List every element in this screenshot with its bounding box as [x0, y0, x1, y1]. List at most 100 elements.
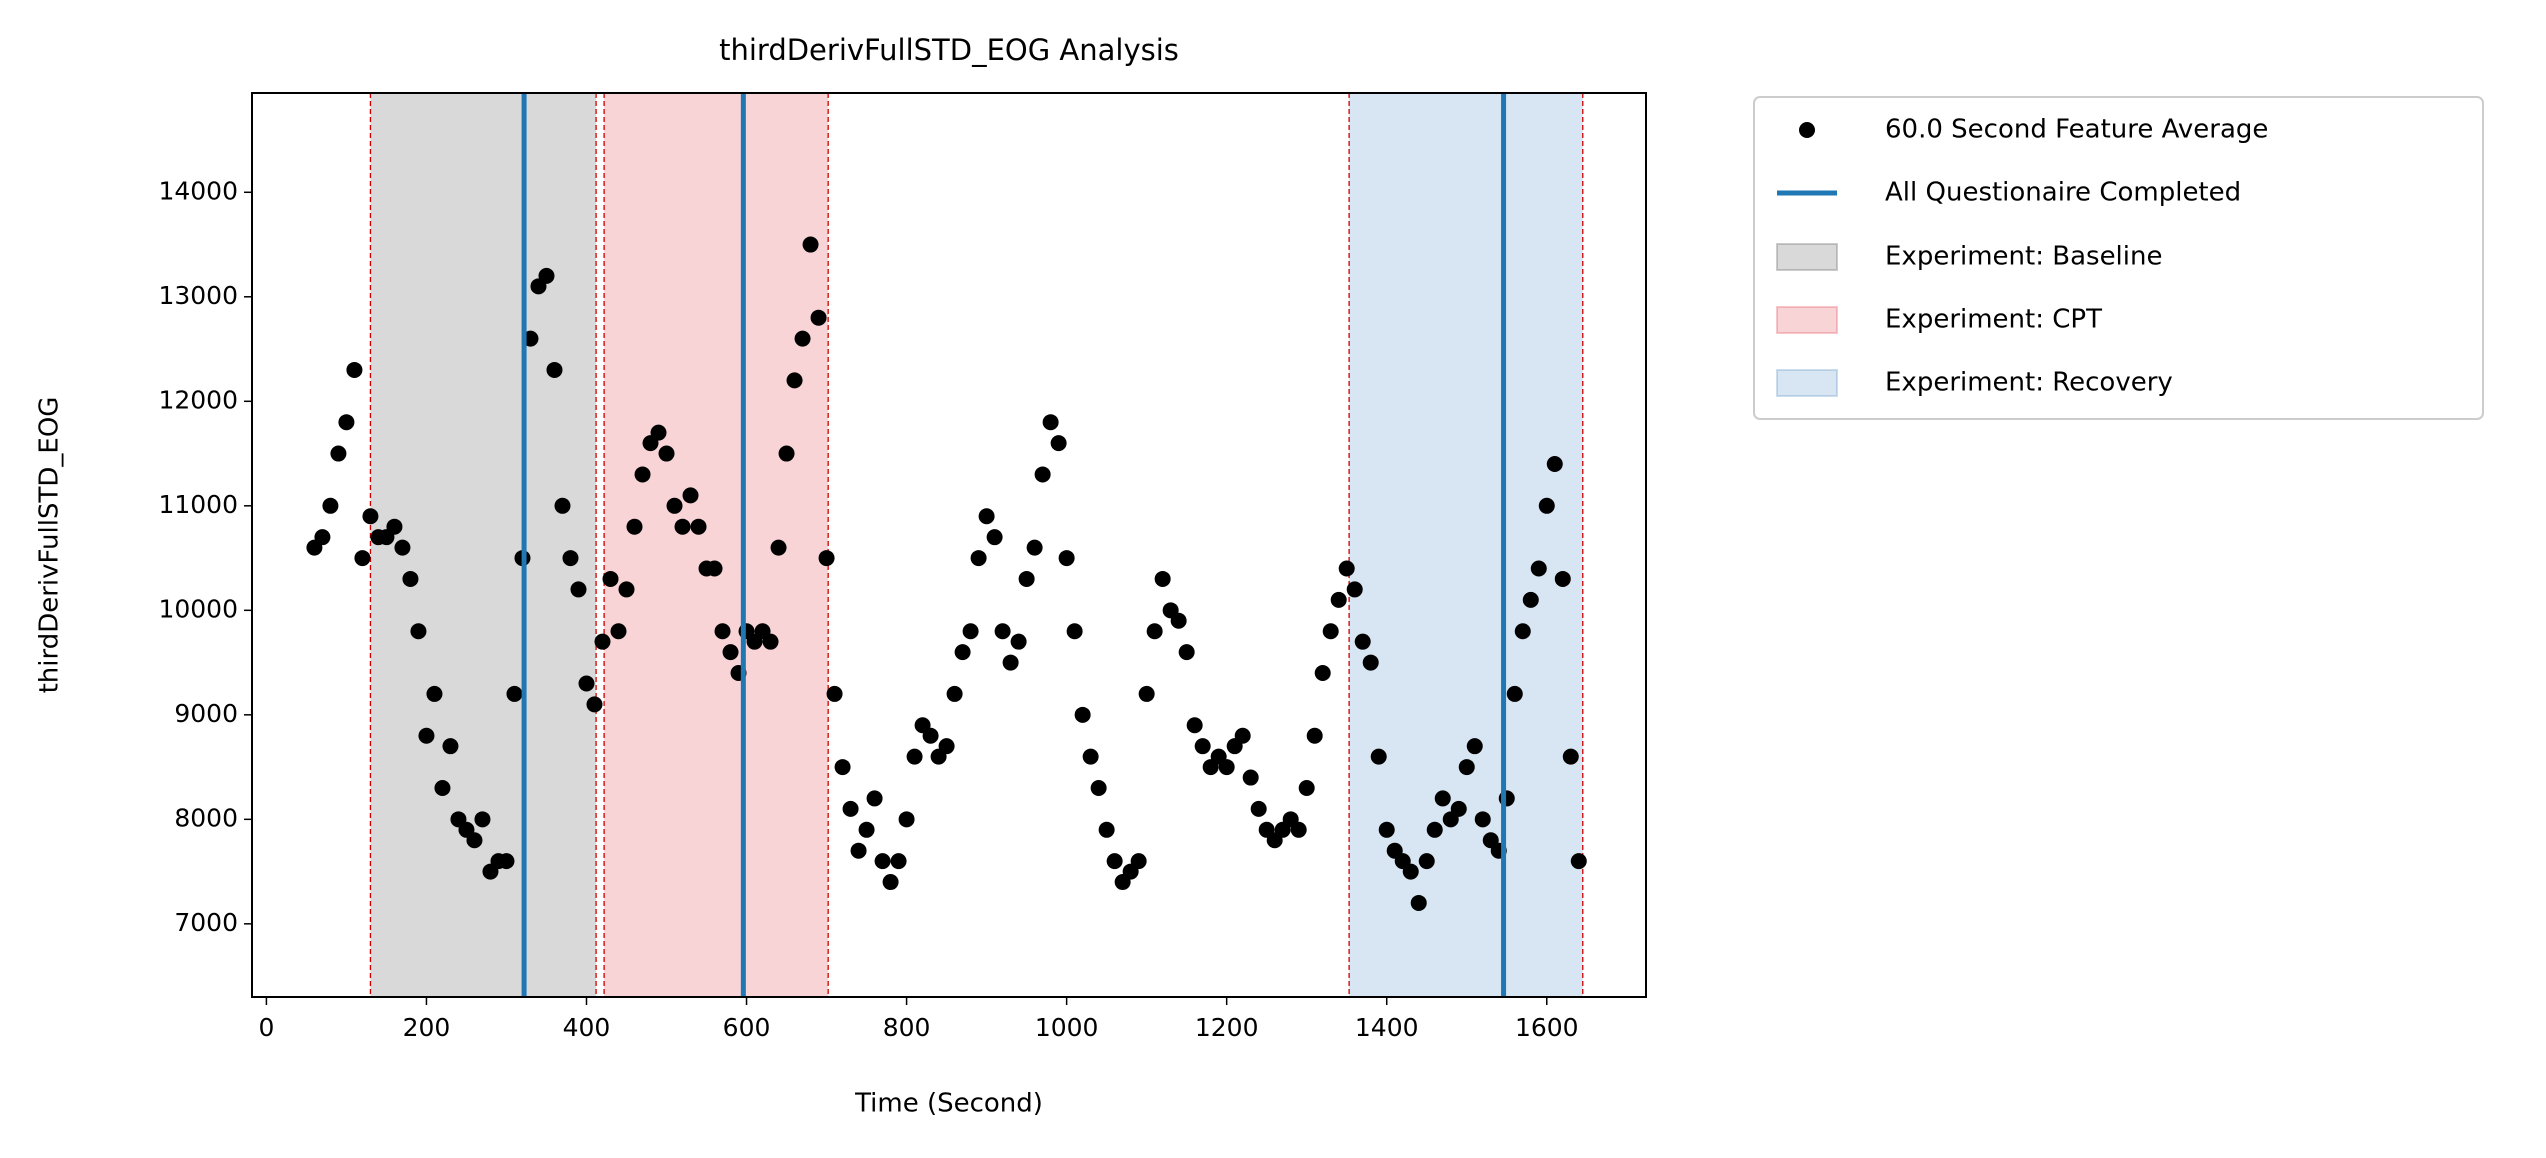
data-point [1546, 456, 1563, 473]
data-point [626, 518, 643, 535]
data-point [498, 853, 515, 870]
legend-label: 60.0 Second Feature Average [1885, 115, 2268, 145]
data-point [1090, 779, 1107, 796]
data-point [1242, 769, 1259, 786]
data-point [1098, 821, 1115, 838]
data-point [1066, 623, 1083, 640]
data-point [794, 330, 811, 347]
data-point [874, 853, 891, 870]
data-point [1554, 570, 1571, 587]
data-point [1050, 435, 1067, 452]
data-point [866, 790, 883, 807]
legend-label: All Questionaire Completed [1885, 178, 2241, 208]
legend-marker [1799, 122, 1815, 138]
data-point [762, 633, 779, 650]
x-tick-label: 400 [563, 1013, 611, 1042]
data-point [618, 581, 635, 598]
data-point [602, 570, 619, 587]
legend-swatch [1776, 306, 1838, 334]
data-point [546, 361, 563, 378]
y-tick-label: 9000 [174, 699, 238, 728]
data-point [1314, 665, 1331, 682]
data-point [970, 550, 987, 567]
data-point [1530, 560, 1547, 577]
y-tick-label: 12000 [158, 385, 238, 414]
data-point [962, 623, 979, 640]
data-point [586, 696, 603, 713]
data-point [1298, 779, 1315, 796]
data-point [1042, 414, 1059, 431]
data-point [346, 361, 363, 378]
legend-swatch [1776, 243, 1838, 271]
data-point [1570, 853, 1587, 870]
legend-box [1753, 96, 2484, 420]
data-point [506, 685, 523, 702]
data-point [666, 497, 683, 514]
data-point [434, 779, 451, 796]
x-tick-label: 0 [258, 1013, 274, 1042]
data-point [1306, 727, 1323, 744]
data-point [538, 267, 555, 284]
data-point [1514, 623, 1531, 640]
data-point [882, 874, 899, 891]
data-point [1250, 800, 1267, 817]
data-point [1434, 790, 1451, 807]
data-point [786, 372, 803, 389]
data-point [474, 811, 491, 828]
legend-swatch [1776, 369, 1838, 397]
data-point [362, 508, 379, 525]
data-point [1346, 581, 1363, 598]
data-point [946, 685, 963, 702]
data-point [594, 633, 611, 650]
data-point [314, 529, 331, 546]
data-point [1082, 748, 1099, 765]
data-point [1170, 612, 1187, 629]
data-point [418, 727, 435, 744]
data-point [1290, 821, 1307, 838]
data-point [802, 236, 819, 253]
x-tick-label: 1400 [1355, 1013, 1419, 1042]
legend-label: Experiment: Recovery [1885, 368, 2173, 398]
data-point [898, 811, 915, 828]
data-point [1322, 623, 1339, 640]
data-point [850, 842, 867, 859]
y-tick-label: 13000 [158, 281, 238, 310]
data-point [986, 529, 1003, 546]
data-point [906, 748, 923, 765]
data-point [338, 414, 355, 431]
data-point [1418, 853, 1435, 870]
data-point [674, 518, 691, 535]
x-tick-label: 1000 [1035, 1013, 1099, 1042]
data-point [1506, 685, 1523, 702]
data-point [1106, 853, 1123, 870]
data-point [1186, 717, 1203, 734]
data-point [386, 518, 403, 535]
data-point [1010, 633, 1027, 650]
data-point [954, 644, 971, 661]
data-point [994, 623, 1011, 640]
data-point [922, 727, 939, 744]
legend-label: Experiment: Baseline [1885, 242, 2162, 272]
data-point [466, 832, 483, 849]
data-point [682, 487, 699, 504]
data-point [890, 853, 907, 870]
data-point [650, 424, 667, 441]
data-point [426, 685, 443, 702]
data-point [1002, 654, 1019, 671]
data-point [1034, 466, 1051, 483]
data-point [1426, 821, 1443, 838]
data-point [570, 581, 587, 598]
data-point [1338, 560, 1355, 577]
span [1349, 93, 1583, 997]
data-point [778, 445, 795, 462]
data-point [1146, 623, 1163, 640]
data-point [1410, 894, 1427, 911]
data-point [578, 675, 595, 692]
y-tick-label: 7000 [174, 908, 238, 937]
y-tick-label: 10000 [158, 594, 238, 623]
y-tick-label: 8000 [174, 803, 238, 832]
data-point [818, 550, 835, 567]
data-point [1458, 759, 1475, 776]
